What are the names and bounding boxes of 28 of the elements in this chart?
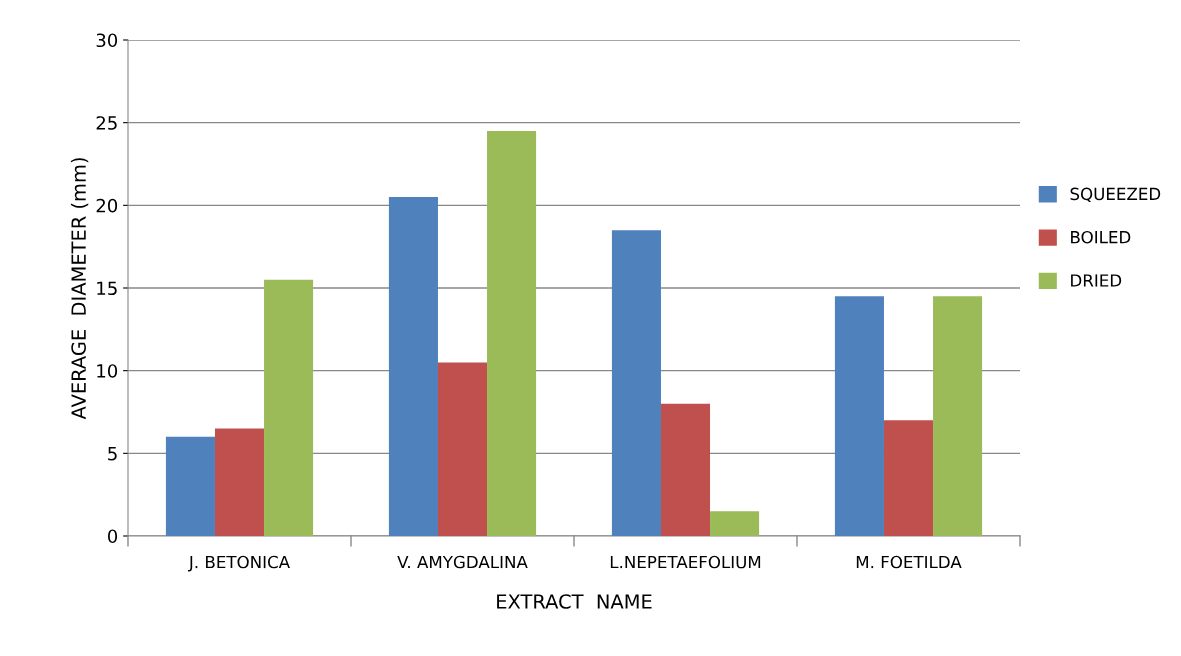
bar bbox=[388, 197, 438, 536]
y-tick-label: 5 bbox=[108, 447, 117, 461]
bar bbox=[710, 511, 760, 536]
bar bbox=[883, 420, 934, 536]
y-tick-label: 15 bbox=[97, 281, 117, 296]
bar bbox=[834, 296, 884, 536]
y-tick-label: 30 bbox=[96, 33, 118, 48]
y-tick-label: 0 bbox=[107, 529, 118, 544]
legend-label: SQUEEZED bbox=[1070, 187, 1161, 203]
y-tick-label: 20 bbox=[96, 198, 118, 213]
y-axis-title: AVERAGE DIAMETER (mm) bbox=[70, 158, 89, 420]
x-tick-label: L.NEPETAEFOLIUM bbox=[610, 555, 761, 569]
y-tick-label: 10 bbox=[97, 364, 118, 378]
bar bbox=[611, 230, 661, 536]
bar bbox=[214, 428, 265, 536]
legend-label: BOILED bbox=[1071, 230, 1131, 244]
y-tick-label: 25 bbox=[96, 116, 117, 130]
bar bbox=[487, 130, 537, 536]
bar bbox=[264, 279, 314, 536]
x-tick-label: J. BETONICA bbox=[188, 555, 290, 572]
x-tick-label: M. FOETILDA bbox=[856, 555, 962, 569]
bar bbox=[165, 436, 215, 536]
bar bbox=[437, 362, 488, 536]
x-tick-label: V. AMYGDALINA bbox=[397, 555, 528, 569]
x-axis-title: EXTRACT NAME bbox=[497, 594, 652, 609]
bar bbox=[933, 296, 983, 536]
bar bbox=[660, 403, 711, 536]
legend-label: DRIED bbox=[1071, 274, 1122, 287]
